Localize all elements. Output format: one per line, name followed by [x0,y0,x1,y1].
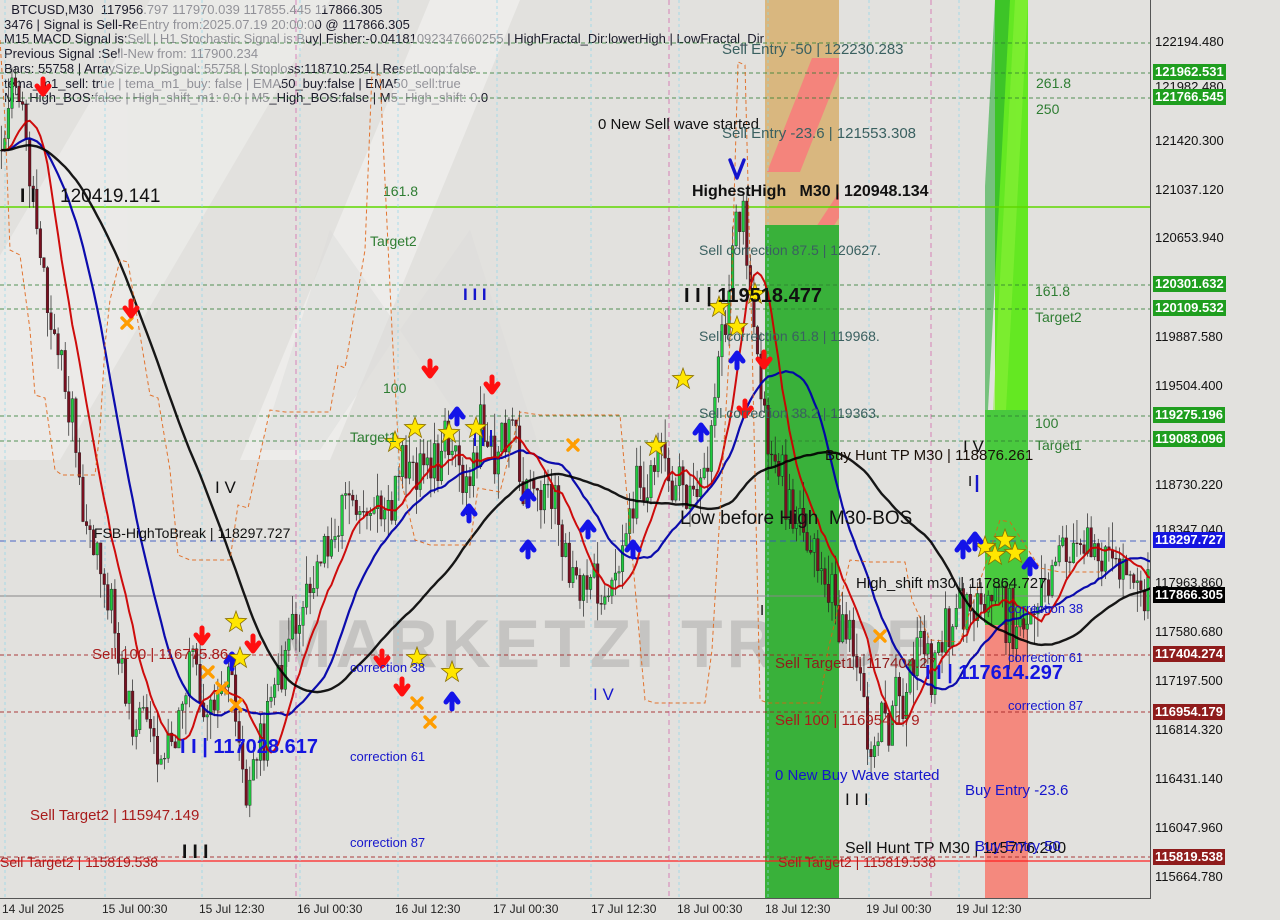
svg-text:correction 38: correction 38 [350,660,425,675]
svg-text:261.8: 261.8 [1036,75,1071,91]
svg-text:Sell correction 87.5 | 120627.: Sell correction 87.5 | 120627. [699,242,881,258]
svg-text:Sell Entry -50 | 122230.283: Sell Entry -50 | 122230.283 [722,41,904,58]
svg-text:I V: I V [593,685,614,704]
svg-text:Buy Entry -23.6: Buy Entry -23.6 [965,782,1068,799]
svg-text:Low before High M30-BOS: Low before High M30-BOS [680,508,912,529]
svg-text:correction 87: correction 87 [350,835,425,850]
svg-text:correction 61: correction 61 [350,749,425,764]
svg-text:Sell correction 61.8 | 119968.: Sell correction 61.8 | 119968. [699,328,880,344]
svg-text:Sell Target2 | 115947.149: Sell Target2 | 115947.149 [30,807,199,824]
svg-text:Sell Target1 | 117404.27: Sell Target1 | 117404.27 [775,655,936,672]
svg-text:161.8: 161.8 [1035,283,1070,299]
svg-text:I V: I V [215,478,236,497]
svg-text:HighestHigh M30 | 120948.134: HighestHigh M30 | 120948.134 [692,183,929,200]
svg-text:120419.141: 120419.141 [60,186,160,207]
svg-text:I I I: I I I [845,790,869,809]
svg-text:Sell 100 | 116954.179: Sell 100 | 116954.179 [775,712,920,729]
svg-text:Target1: Target1 [350,429,397,445]
svg-text:Sell correction 38.2 | 119363.: Sell correction 38.2 | 119363. [699,405,880,421]
svg-text:Sell Target2 | 115819.538: Sell Target2 | 115819.538 [778,854,936,870]
svg-text:I I: I I [20,186,36,207]
svg-text:Target2: Target2 [1035,309,1082,325]
svg-text:I I I: I I I [182,842,208,863]
svg-text:I: I [968,473,972,490]
svg-text:100: 100 [383,380,407,396]
svg-text:I I | 117028.617: I I | 117028.617 [180,736,318,758]
svg-text:Target2: Target2 [370,233,417,249]
svg-text:Sell Target2 | 115819.538: Sell Target2 | 115819.538 [0,854,158,870]
svg-text:Sell Entry -23.6 | 121553.308: Sell Entry -23.6 | 121553.308 [722,125,916,142]
svg-text:Target1: Target1 [1035,437,1082,453]
svg-text:I I I: I I I [463,285,487,304]
svg-text:250: 250 [1036,101,1060,117]
svg-text:100: 100 [1035,415,1059,431]
svg-text:Sell 100 | 116775.86: Sell 100 | 116775.86 [92,646,228,663]
svg-text:correction 38: correction 38 [1008,601,1083,616]
svg-text:I I | 119518.477: I I | 119518.477 [684,285,822,307]
svg-text:0 New Buy Wave started: 0 New Buy Wave started [775,767,940,784]
svg-text:Buy Entry 50: Buy Entry 50 [975,838,1061,855]
svg-text:correction 87: correction 87 [1008,698,1083,713]
svg-text:I I | 117614.297: I I | 117614.297 [925,662,1063,684]
svg-text:I: I [760,602,764,619]
svg-text:High_shift m30 | 117864.727: High_shift m30 | 117864.727 [856,575,1046,592]
svg-text:FSB-HighToBreak | 118297.727: FSB-HighToBreak | 118297.727 [94,525,291,541]
svg-text:161.8: 161.8 [383,183,418,199]
svg-text:Buy Hunt TP M30 | 118876.261: Buy Hunt TP M30 | 118876.261 [825,447,1033,464]
